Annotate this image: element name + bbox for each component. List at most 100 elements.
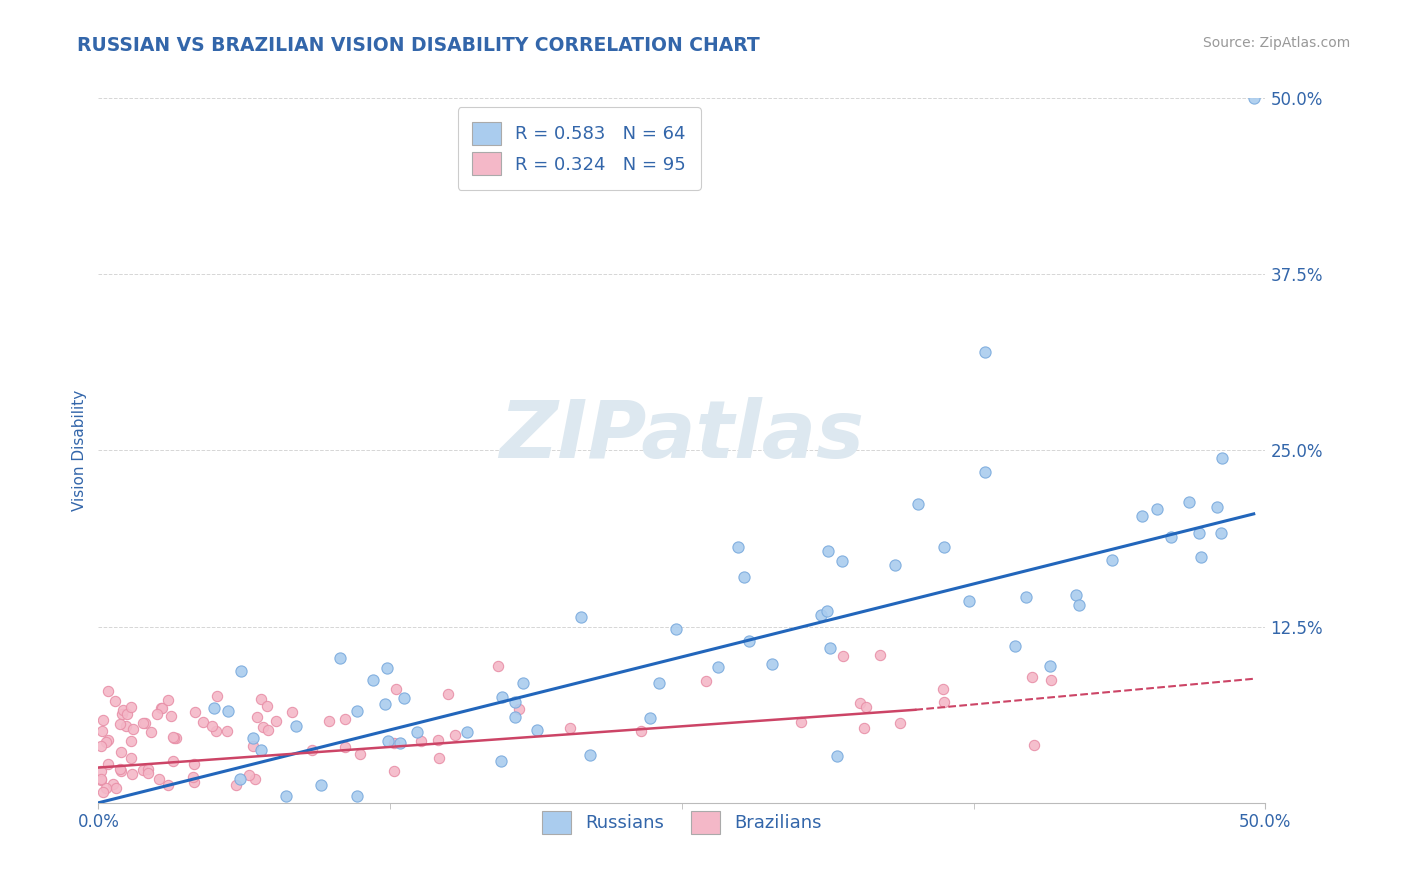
Point bbox=[1211, 526, 1233, 541]
Point bbox=[382, 764, 405, 779]
Point bbox=[250, 691, 273, 706]
Point bbox=[91, 785, 114, 799]
Point bbox=[191, 715, 214, 730]
Y-axis label: Vision Disability: Vision Disability bbox=[72, 390, 87, 511]
Point bbox=[375, 661, 398, 675]
Point bbox=[346, 789, 368, 803]
Point bbox=[1022, 738, 1045, 752]
Point bbox=[817, 544, 839, 558]
Point bbox=[101, 777, 124, 791]
Point bbox=[825, 749, 848, 764]
Point bbox=[335, 712, 357, 726]
Point bbox=[1211, 451, 1233, 466]
Point bbox=[1206, 500, 1229, 514]
Point bbox=[1014, 590, 1036, 604]
Point bbox=[349, 747, 371, 761]
Point bbox=[163, 731, 186, 746]
Point bbox=[184, 705, 207, 719]
Point bbox=[1067, 599, 1090, 613]
Point bbox=[409, 734, 432, 748]
Point bbox=[374, 698, 396, 712]
Point bbox=[136, 762, 159, 776]
Text: RUSSIAN VS BRAZILIAN VISION DISABILITY CORRELATION CHART: RUSSIAN VS BRAZILIAN VISION DISABILITY C… bbox=[77, 36, 761, 54]
Point bbox=[104, 780, 127, 795]
Point bbox=[388, 736, 411, 750]
Point bbox=[229, 772, 252, 787]
Point bbox=[815, 604, 838, 618]
Point bbox=[427, 732, 450, 747]
Point bbox=[761, 657, 783, 672]
Point bbox=[121, 766, 143, 780]
Point bbox=[578, 747, 600, 762]
Point bbox=[727, 540, 749, 554]
Point bbox=[503, 695, 526, 709]
Point bbox=[183, 774, 205, 789]
Point bbox=[489, 754, 512, 768]
Point bbox=[108, 763, 131, 777]
Point bbox=[382, 736, 405, 750]
Point bbox=[665, 622, 688, 636]
Point bbox=[165, 731, 187, 745]
Point bbox=[90, 764, 112, 778]
Text: ZIPatlas: ZIPatlas bbox=[499, 397, 865, 475]
Point bbox=[162, 754, 184, 768]
Point bbox=[205, 724, 228, 739]
Point bbox=[738, 634, 761, 648]
Point bbox=[256, 699, 278, 714]
Point bbox=[284, 718, 307, 732]
Point bbox=[318, 714, 340, 729]
Point bbox=[884, 558, 907, 572]
Point bbox=[111, 707, 134, 722]
Point bbox=[104, 693, 127, 707]
Point bbox=[957, 594, 980, 608]
Point bbox=[377, 733, 399, 747]
Point bbox=[108, 716, 131, 731]
Point bbox=[733, 570, 755, 584]
Point bbox=[1146, 501, 1168, 516]
Point bbox=[974, 344, 997, 359]
Point bbox=[932, 540, 955, 554]
Point bbox=[907, 498, 929, 512]
Point bbox=[1004, 639, 1026, 653]
Point bbox=[437, 687, 460, 701]
Point bbox=[183, 757, 205, 772]
Point bbox=[149, 701, 172, 715]
Point bbox=[97, 683, 120, 698]
Point bbox=[569, 610, 592, 624]
Point bbox=[162, 730, 184, 744]
Point bbox=[1160, 530, 1182, 544]
Point bbox=[301, 743, 323, 757]
Point bbox=[1101, 553, 1123, 567]
Point bbox=[512, 675, 534, 690]
Point bbox=[1130, 509, 1153, 524]
Point bbox=[1064, 588, 1087, 602]
Point bbox=[974, 465, 997, 479]
Point bbox=[90, 772, 112, 787]
Point bbox=[90, 739, 112, 753]
Point bbox=[406, 725, 429, 739]
Point bbox=[1021, 670, 1043, 684]
Point bbox=[136, 766, 159, 780]
Point bbox=[122, 722, 145, 736]
Point bbox=[252, 720, 274, 734]
Point bbox=[146, 707, 169, 722]
Point bbox=[491, 690, 513, 705]
Point bbox=[392, 690, 415, 705]
Point bbox=[148, 772, 170, 787]
Point bbox=[932, 681, 955, 696]
Point bbox=[110, 745, 132, 759]
Point bbox=[242, 739, 264, 753]
Point bbox=[242, 731, 264, 746]
Point bbox=[110, 764, 132, 779]
Point bbox=[648, 675, 671, 690]
Point bbox=[869, 648, 891, 662]
Point bbox=[855, 700, 877, 714]
Point bbox=[181, 770, 204, 784]
Point bbox=[695, 673, 717, 688]
Point bbox=[346, 704, 368, 718]
Point bbox=[1189, 549, 1212, 564]
Point bbox=[889, 715, 911, 730]
Point bbox=[329, 651, 352, 665]
Point bbox=[832, 648, 855, 663]
Point bbox=[503, 710, 526, 724]
